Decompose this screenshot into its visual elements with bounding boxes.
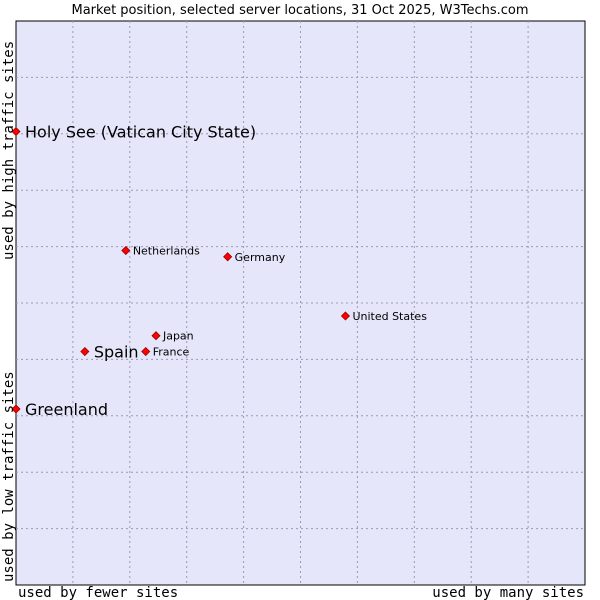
grid-lines <box>16 21 585 585</box>
data-point-marker[interactable] <box>11 404 21 414</box>
data-point-label: United States <box>352 310 427 323</box>
data-point-marker[interactable] <box>223 252 233 262</box>
x-axis-label-right: used by many sites <box>432 585 584 600</box>
data-point-label: France <box>153 346 190 359</box>
y-axis-label-top: used by high traffic sites <box>1 41 17 260</box>
y-axis-label-bottom: used by low traffic sites <box>1 371 17 582</box>
data-points: Holy See (Vatican City State) Netherlands… <box>11 123 427 419</box>
chart-title: Market position, selected server locatio… <box>71 3 528 18</box>
data-point-label: Spain <box>94 343 139 362</box>
data-point-label: Holy See (Vatican City State) <box>25 123 256 142</box>
data-point-marker[interactable] <box>340 311 351 321</box>
data-point-marker[interactable] <box>80 346 90 357</box>
data-point-marker[interactable] <box>11 126 21 137</box>
x-axis-label-left: used by fewer sites <box>18 585 178 600</box>
data-point-label: Germany <box>235 251 286 264</box>
data-point-marker[interactable] <box>141 346 151 357</box>
data-point-marker[interactable] <box>151 331 161 341</box>
data-point-label: Japan <box>162 330 194 343</box>
data-point-marker[interactable] <box>121 245 131 256</box>
data-point-label: Greenland <box>25 400 108 419</box>
data-point-label: Netherlands <box>133 245 200 258</box>
